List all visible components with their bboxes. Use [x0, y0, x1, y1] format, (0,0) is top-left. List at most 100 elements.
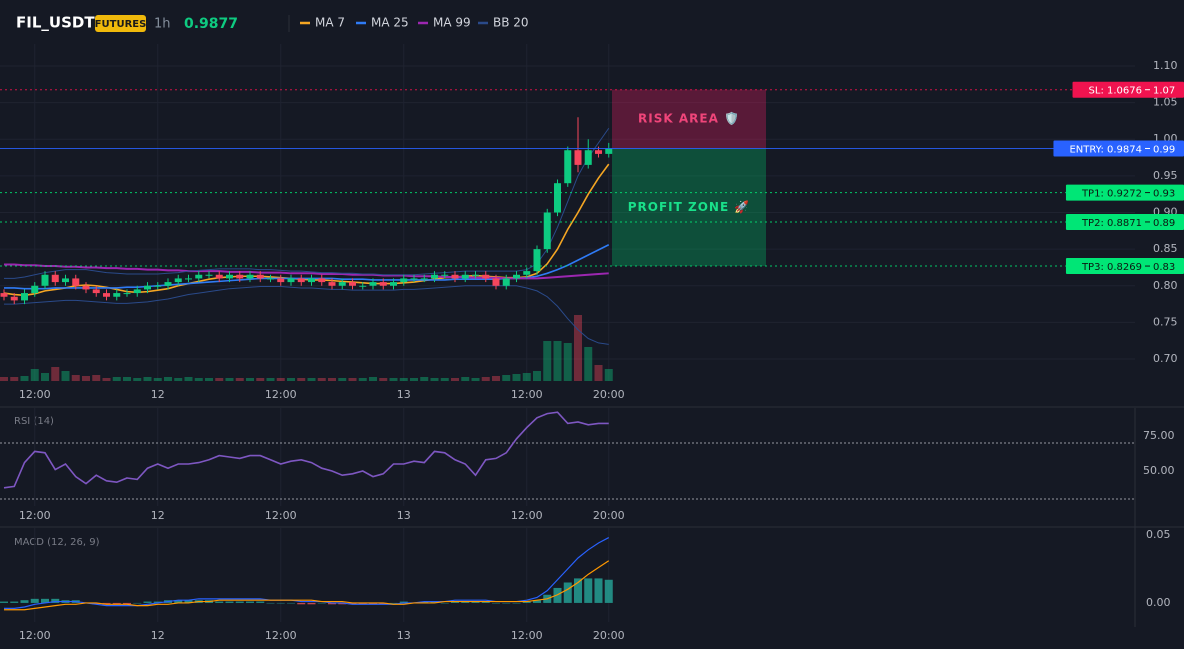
- volume-bar: [153, 378, 162, 381]
- histogram-bar: [123, 602, 131, 605]
- candle-body: [164, 282, 172, 286]
- candle-body: [482, 274, 490, 279]
- histogram-bar: [533, 600, 541, 603]
- x-tick-label: 13: [397, 388, 411, 401]
- histogram-bar: [41, 598, 49, 603]
- zone-label: PROFIT ZONE 🚀: [628, 200, 751, 214]
- volume-bar: [225, 378, 234, 381]
- volume-bar: [287, 378, 295, 381]
- x-tick-label: 12:00: [265, 388, 297, 401]
- volume-bar: [235, 378, 244, 381]
- bb-upper: [4, 127, 610, 279]
- histogram-bar: [338, 602, 347, 605]
- candle-body: [605, 148, 613, 154]
- y-tick-label: 0.95: [1153, 169, 1178, 182]
- x-tick-label: 20:00: [593, 509, 625, 522]
- volume-bar: [358, 378, 367, 381]
- volume-bar: [41, 373, 49, 381]
- volume-bar: [328, 378, 336, 381]
- candle-body: [472, 274, 479, 276]
- x-tick-label: 12:00: [19, 509, 51, 522]
- level-label: TP1: 0.9272: [1081, 189, 1142, 200]
- candle-body: [390, 282, 397, 286]
- histogram-bar: [574, 578, 582, 603]
- level-label: TP3: 0.8269: [1081, 262, 1142, 273]
- y-tick-label: 0.80: [1153, 279, 1178, 292]
- volume-bar: [143, 377, 152, 381]
- candle-body: [144, 285, 151, 290]
- histogram-bar: [604, 579, 613, 603]
- volume-bar: [481, 377, 490, 381]
- last-price: 0.9877: [184, 16, 238, 32]
- volume-bar: [71, 375, 80, 381]
- level-box: [1053, 140, 1184, 157]
- histogram-bar: [553, 587, 562, 603]
- candle-body: [123, 293, 131, 295]
- volume-bar: [256, 378, 265, 381]
- volume-bar: [338, 378, 347, 381]
- histogram-bar: [461, 601, 470, 603]
- histogram-bar: [246, 601, 254, 603]
- candle-body: [41, 274, 49, 286]
- x-tick-label: 12:00: [265, 629, 297, 642]
- volume-bar: [92, 375, 101, 381]
- panel-title: RSI (14): [14, 416, 54, 427]
- candle-body: [195, 274, 203, 279]
- candle-body: [420, 278, 428, 280]
- candle-body: [502, 278, 510, 286]
- volume-bar: [266, 378, 275, 381]
- volume-bar: [246, 378, 254, 381]
- x-tick-label: 13: [397, 629, 411, 642]
- volume-bar: [0, 377, 8, 381]
- x-tick-label: 20:00: [593, 629, 625, 642]
- histogram-bar: [348, 602, 357, 605]
- histogram-bar: [10, 601, 19, 603]
- histogram-bar: [522, 601, 531, 603]
- candle-body: [461, 274, 469, 279]
- level-label: SL: 1.0676: [1089, 86, 1142, 97]
- volume-bar: [574, 315, 582, 381]
- symbol: FIL_USDT: [16, 14, 95, 32]
- volume-bar: [10, 377, 19, 381]
- volume-bar: [297, 378, 306, 381]
- y-tick-label: 0.85: [1153, 242, 1178, 255]
- rsi-line: [3, 411, 609, 489]
- volume-bar: [307, 378, 316, 381]
- histogram-bar: [287, 602, 295, 604]
- histogram-bar: [20, 600, 29, 603]
- histogram-bar: [594, 578, 603, 603]
- histogram-bar: [389, 602, 398, 604]
- volume-bar: [440, 378, 449, 381]
- candle-body: [82, 285, 90, 290]
- histogram-bar: [51, 598, 60, 603]
- y-tick-label: 0.70: [1153, 352, 1178, 365]
- histogram-bar: [317, 602, 326, 604]
- candle-body: [277, 278, 285, 283]
- zone: [612, 148, 766, 267]
- histogram-bar: [399, 601, 408, 603]
- volume-bar: [410, 378, 418, 381]
- x-tick-label: 12:00: [511, 629, 543, 642]
- candle-body: [595, 150, 602, 154]
- level-box: [1065, 258, 1184, 275]
- x-tick-label: 13: [397, 509, 411, 522]
- histogram-bar: [102, 602, 111, 605]
- candle-body: [431, 274, 438, 279]
- candle-body: [308, 278, 315, 283]
- histogram-bar: [0, 601, 8, 603]
- volume-bar: [543, 341, 552, 381]
- volume-bar: [553, 341, 562, 381]
- x-tick-label: 12:00: [511, 388, 543, 401]
- level-axis-label: 0.93: [1153, 189, 1175, 200]
- volume-bar: [533, 371, 541, 381]
- y-tick-label: 0.00: [1146, 596, 1171, 609]
- x-tick-label: 12:00: [265, 509, 297, 522]
- volume-bar: [471, 378, 480, 381]
- volume-bar: [61, 371, 70, 381]
- candle-body: [451, 274, 459, 279]
- histogram-bar: [143, 601, 152, 603]
- y-tick-label: 50.00: [1143, 464, 1175, 477]
- candle-body: [236, 274, 244, 279]
- histogram-bar: [358, 602, 367, 605]
